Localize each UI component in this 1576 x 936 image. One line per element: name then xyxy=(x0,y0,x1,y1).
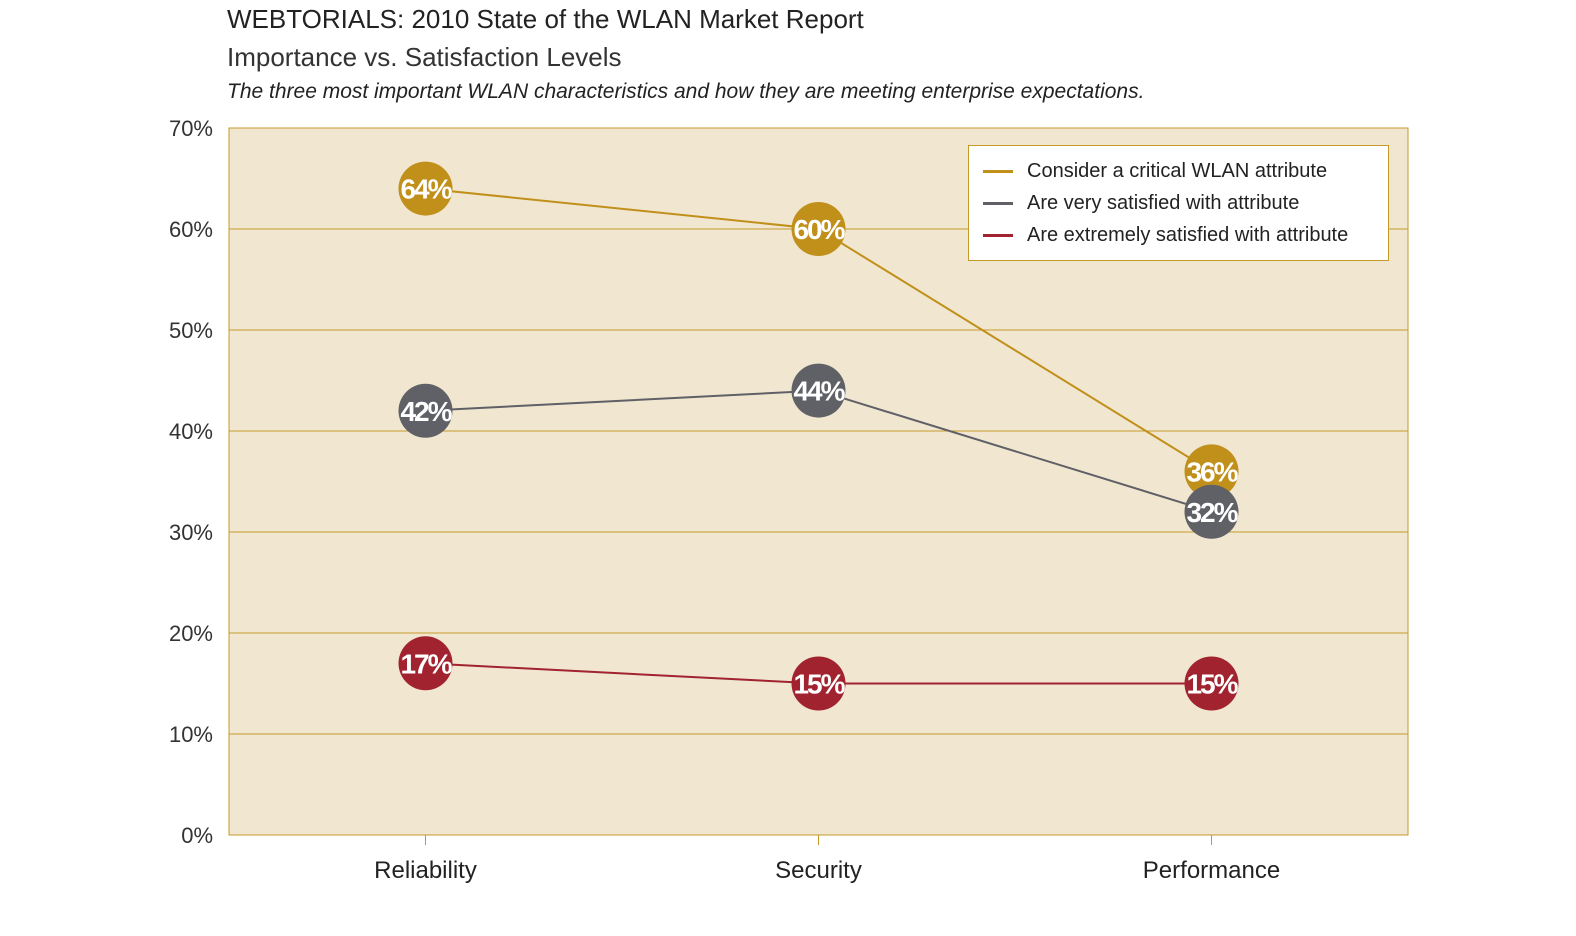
legend-label: Consider a critical WLAN attribute xyxy=(1027,160,1328,182)
y-tick-label: 20% xyxy=(169,621,213,646)
y-tick-label: 50% xyxy=(169,318,213,343)
y-tick-label: 70% xyxy=(169,116,213,141)
legend-label: Are very satisfied with attribute xyxy=(1027,192,1300,214)
data-label: 60% xyxy=(793,214,845,245)
data-label: 36% xyxy=(1186,456,1238,487)
y-tick-label: 40% xyxy=(169,419,213,444)
data-point xyxy=(398,636,453,691)
y-tick-label: 60% xyxy=(169,217,213,242)
data-point xyxy=(398,161,453,216)
chart-description: The three most important WLAN characteri… xyxy=(227,80,1145,103)
data-label: 44% xyxy=(793,376,845,407)
data-label: 15% xyxy=(793,669,845,700)
data-point xyxy=(1184,484,1239,539)
chart-title: WEBTORIALS: 2010 State of the WLAN Marke… xyxy=(227,4,864,34)
legend-label: Are extremely satisfied with attribute xyxy=(1027,224,1349,246)
legend-swatch xyxy=(983,234,1013,237)
legend-swatch xyxy=(983,202,1013,205)
data-label: 15% xyxy=(1186,669,1238,700)
data-point xyxy=(791,202,846,256)
legend: Consider a critical WLAN attribute Are v… xyxy=(968,145,1389,261)
chart-subtitle: Importance vs. Satisfaction Levels xyxy=(227,42,622,72)
data-label: 32% xyxy=(1186,497,1238,528)
legend-item: Consider a critical WLAN attribute xyxy=(983,160,1327,183)
y-tick-label: 30% xyxy=(169,520,213,545)
x-tick-label: Security xyxy=(775,857,862,884)
data-point xyxy=(791,656,846,711)
legend-item: Are very satisfied with attribute xyxy=(983,192,1299,215)
y-tick-label: 0% xyxy=(181,823,213,848)
data-label: 64% xyxy=(400,174,452,205)
data-point xyxy=(1184,444,1239,499)
legend-item: Are extremely satisfied with attribute xyxy=(983,224,1348,247)
x-tick-label: Performance xyxy=(1143,857,1280,884)
data-label: 17% xyxy=(400,648,452,679)
x-tick-label: Reliability xyxy=(374,857,477,884)
data-point xyxy=(791,363,846,418)
legend-swatch xyxy=(983,170,1013,173)
data-label: 42% xyxy=(400,396,452,427)
data-point xyxy=(398,383,453,438)
data-point xyxy=(1184,656,1239,711)
y-tick-label: 10% xyxy=(169,722,213,747)
